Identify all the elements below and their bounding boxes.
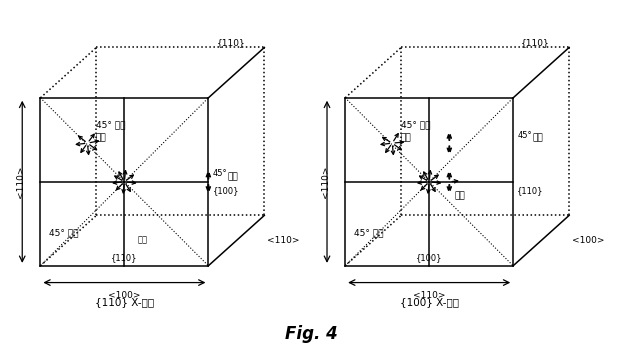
Text: 混合: 混合	[228, 172, 239, 181]
Text: 刃状: 刃状	[401, 133, 411, 143]
Text: Fig. 4: Fig. 4	[285, 325, 337, 343]
Text: {110}: {110}	[518, 186, 544, 195]
Text: {100}: {100}	[213, 186, 239, 195]
Text: <110>: <110>	[321, 165, 330, 198]
Text: 刃状: 刃状	[455, 192, 466, 201]
Text: 混合: 混合	[532, 133, 544, 143]
Text: 刃状: 刃状	[96, 133, 106, 143]
Text: 45° 混合: 45° 混合	[401, 121, 430, 130]
Text: 45° 混合: 45° 混合	[49, 229, 78, 238]
Text: 45° 混合: 45° 混合	[353, 229, 383, 238]
Text: {110} X-断面: {110} X-断面	[95, 297, 154, 307]
Text: <110>: <110>	[267, 236, 300, 245]
Text: <100>: <100>	[572, 236, 605, 245]
Text: {100} X-断面: {100} X-断面	[400, 297, 458, 307]
Text: <110>: <110>	[16, 165, 26, 198]
Text: 45°: 45°	[213, 169, 227, 178]
Text: {100}: {100}	[415, 253, 442, 262]
Text: 刃状: 刃状	[138, 235, 148, 244]
Text: 45°: 45°	[518, 130, 532, 139]
Text: <110>: <110>	[413, 291, 445, 300]
Text: {110}: {110}	[521, 38, 550, 47]
Text: {110}: {110}	[111, 253, 137, 262]
Text: {110}: {110}	[216, 38, 245, 47]
Text: 45° 混合: 45° 混合	[96, 121, 126, 130]
Text: <100>: <100>	[108, 291, 141, 300]
